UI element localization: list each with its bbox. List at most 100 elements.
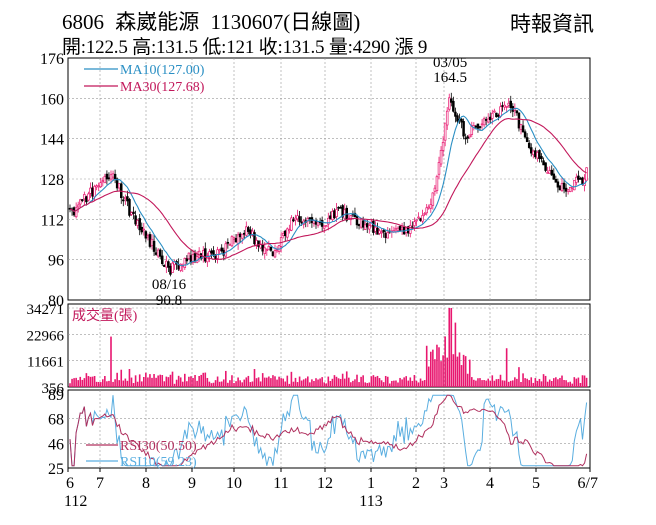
volume-bar	[534, 378, 537, 387]
candle-body	[521, 125, 525, 133]
volume-bar	[235, 381, 237, 387]
candle-body	[245, 226, 248, 236]
volume-bar	[397, 382, 399, 387]
candle-body	[312, 220, 316, 224]
volume-bar	[436, 344, 438, 387]
volume-bar	[294, 377, 297, 387]
candle-body	[374, 226, 377, 232]
candle-body	[226, 241, 230, 244]
candle-body	[89, 187, 92, 194]
candle-body	[292, 219, 295, 222]
candle-body	[218, 249, 221, 252]
candle-body	[243, 232, 246, 235]
candle-body	[357, 223, 361, 227]
candle-body	[579, 178, 582, 180]
volume-bar	[331, 378, 334, 387]
candle-body	[355, 216, 359, 226]
candle-body	[298, 216, 301, 223]
price-tick-label: 96	[48, 253, 64, 270]
volume-bar	[536, 380, 539, 387]
candle-body	[316, 221, 320, 226]
volume-bar	[222, 379, 225, 387]
volume-bar	[454, 322, 457, 387]
volume-bar	[190, 376, 192, 387]
volume-bar	[497, 378, 500, 387]
candle-body	[454, 111, 457, 117]
volume-bar	[565, 380, 567, 387]
candle-body	[78, 199, 82, 205]
candle-body	[138, 218, 141, 231]
volume-bar	[575, 378, 578, 387]
candle-body	[74, 207, 78, 218]
candle-body	[99, 182, 102, 188]
rsi-tick-label: 25	[48, 461, 64, 478]
volume-bar	[208, 381, 211, 387]
candle-body	[95, 185, 98, 188]
volume-bar	[403, 377, 405, 387]
volume-bar	[423, 380, 426, 387]
candle-body	[439, 149, 443, 165]
candle-body	[554, 179, 558, 183]
volume-bar	[489, 380, 492, 387]
month-label: 3	[440, 475, 448, 492]
volume-bar	[323, 382, 325, 387]
volume-bar	[132, 383, 135, 387]
candle-body	[161, 255, 164, 265]
volume-bar	[112, 381, 114, 387]
candle-body	[544, 162, 547, 171]
candle-body	[134, 215, 137, 225]
candle-body	[529, 147, 533, 154]
candle-body	[308, 217, 312, 220]
volume-tick-label: 356	[42, 381, 65, 397]
volume-bar	[352, 380, 354, 387]
candle-body	[146, 235, 150, 238]
candle-body	[128, 199, 131, 216]
candle-body	[140, 226, 144, 233]
volume-bar	[292, 381, 295, 387]
candle-body	[509, 100, 513, 108]
candle-body	[581, 177, 584, 185]
volume-bar	[409, 377, 412, 387]
price-tick-label: 144	[40, 132, 64, 149]
volume-bar	[134, 375, 137, 387]
high-date-label: 03/05	[433, 55, 467, 71]
volume-bar	[161, 375, 164, 387]
candle-body	[489, 116, 492, 121]
candle-body	[335, 209, 338, 218]
volume-bar	[395, 380, 397, 387]
volume-bar	[393, 380, 395, 387]
month-label: 4	[486, 475, 494, 492]
candle-body	[290, 217, 293, 231]
volume-bar	[184, 373, 186, 387]
volume-bar	[268, 376, 270, 387]
candle-body	[185, 258, 189, 262]
candle-body	[87, 193, 90, 201]
rsi-panel-frame	[67, 389, 591, 469]
volume-bar	[325, 383, 328, 387]
volume-bar	[581, 375, 584, 387]
volume-bar	[530, 377, 533, 387]
candle-body	[546, 172, 549, 174]
candle-body	[331, 211, 334, 221]
volume-bar	[280, 378, 282, 387]
volume-bar	[509, 380, 512, 387]
candle-body	[464, 137, 467, 140]
volume-bar	[544, 375, 547, 387]
volume-bar	[495, 379, 498, 387]
candle-body	[325, 225, 328, 228]
volume-bar	[573, 377, 576, 387]
volume-bar	[128, 369, 131, 387]
volume-bar	[218, 381, 221, 387]
year-label: 112	[64, 493, 87, 510]
candle-body	[130, 212, 133, 215]
volume-bar	[147, 377, 149, 387]
volume-bar	[343, 378, 346, 387]
volume-bar	[181, 381, 184, 387]
volume-bar	[360, 376, 362, 387]
volume-bar	[155, 377, 157, 387]
candle-body	[210, 250, 213, 254]
volume-bar	[145, 372, 147, 387]
candle-body	[505, 105, 508, 108]
candle-body	[97, 185, 100, 188]
